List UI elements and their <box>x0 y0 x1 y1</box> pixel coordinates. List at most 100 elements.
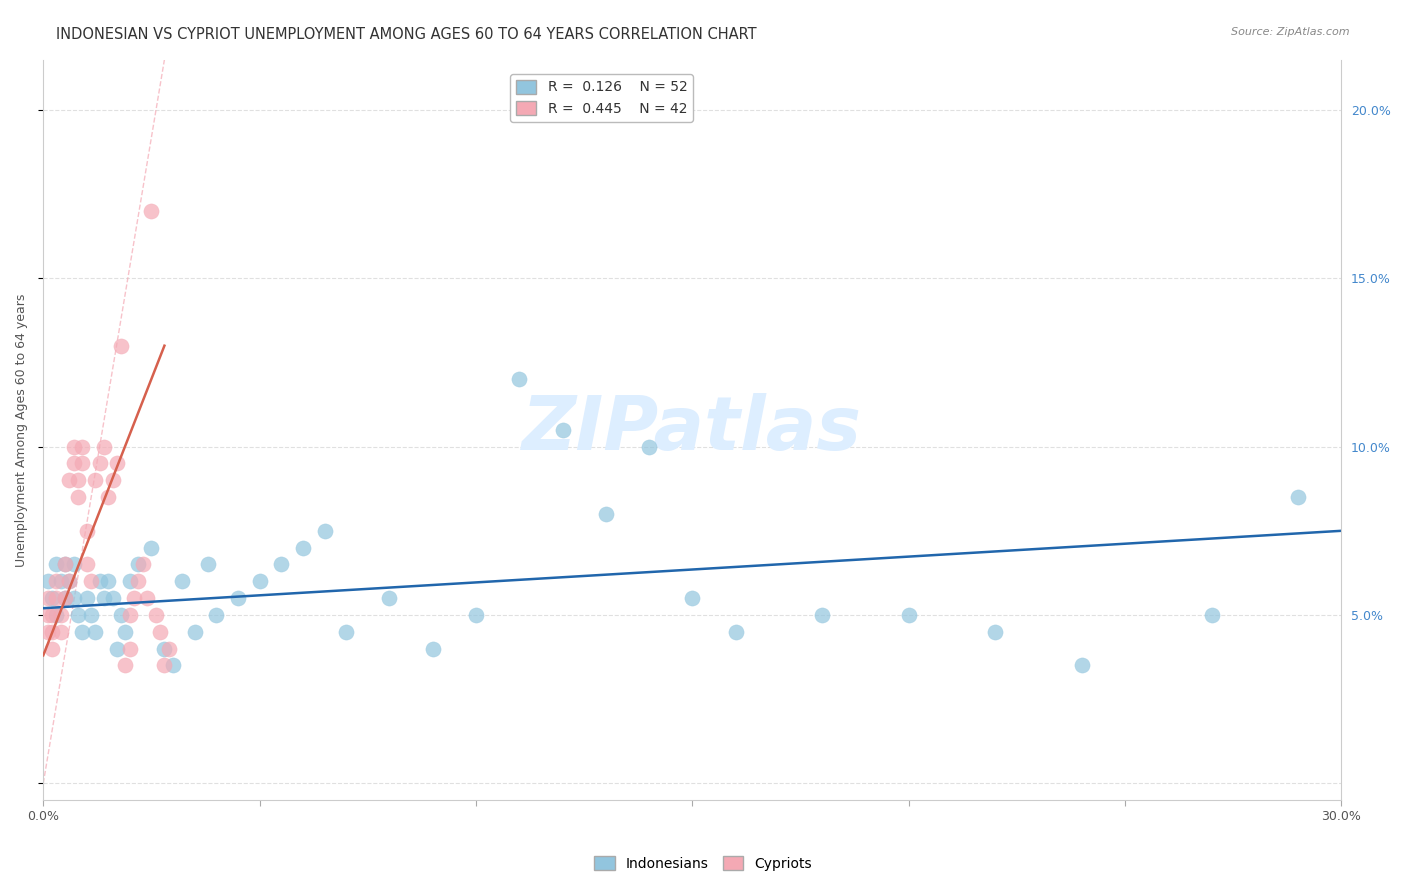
Point <box>70 440 93 454</box>
Point <box>127 558 149 572</box>
Point <box>127 574 149 589</box>
Point <box>110 339 132 353</box>
Point <box>141 541 163 555</box>
Point <box>45 574 67 589</box>
Point <box>76 558 98 572</box>
Point <box>118 641 141 656</box>
Point <box>145 607 167 622</box>
Text: Source: ZipAtlas.com: Source: ZipAtlas.com <box>1232 27 1350 37</box>
Point <box>58 473 80 487</box>
Point <box>49 624 72 639</box>
Point <box>114 624 136 639</box>
Point <box>66 607 89 622</box>
Point <box>551 423 574 437</box>
Point <box>118 607 141 622</box>
Point <box>70 457 93 471</box>
Point <box>41 607 63 622</box>
Point <box>37 591 59 606</box>
Point <box>84 624 107 639</box>
Point <box>45 591 67 606</box>
Point <box>157 641 180 656</box>
Point <box>291 541 314 555</box>
Point <box>76 591 98 606</box>
Point <box>62 558 84 572</box>
Point <box>508 372 530 386</box>
Point <box>53 591 76 606</box>
Point <box>49 574 72 589</box>
Point <box>314 524 336 538</box>
Point <box>80 607 103 622</box>
Point <box>638 440 661 454</box>
Point <box>132 558 155 572</box>
Point <box>93 440 115 454</box>
Point <box>335 624 357 639</box>
Point <box>114 658 136 673</box>
Text: ZIPatlas: ZIPatlas <box>523 393 862 467</box>
Point <box>53 558 76 572</box>
Point <box>53 591 76 606</box>
Point <box>62 440 84 454</box>
Point <box>197 558 219 572</box>
Point <box>122 591 145 606</box>
Point <box>105 641 128 656</box>
Point <box>249 574 271 589</box>
Point <box>97 574 120 589</box>
Point <box>97 490 120 504</box>
Point <box>37 624 59 639</box>
Text: INDONESIAN VS CYPRIOT UNEMPLOYMENT AMONG AGES 60 TO 64 YEARS CORRELATION CHART: INDONESIAN VS CYPRIOT UNEMPLOYMENT AMONG… <box>56 27 756 42</box>
Point <box>101 473 124 487</box>
Point <box>153 641 176 656</box>
Point <box>141 204 163 219</box>
Point <box>58 574 80 589</box>
Point <box>45 607 67 622</box>
Y-axis label: Unemployment Among Ages 60 to 64 years: Unemployment Among Ages 60 to 64 years <box>15 293 28 566</box>
Point <box>595 507 617 521</box>
Point <box>70 624 93 639</box>
Point <box>45 558 67 572</box>
Point <box>80 574 103 589</box>
Point <box>41 624 63 639</box>
Point <box>465 607 488 622</box>
Point <box>205 607 228 622</box>
Legend: Indonesians, Cypriots: Indonesians, Cypriots <box>588 850 818 876</box>
Point <box>1286 490 1309 504</box>
Point <box>89 457 111 471</box>
Point <box>422 641 444 656</box>
Point <box>105 457 128 471</box>
Point <box>681 591 703 606</box>
Point <box>811 607 834 622</box>
Point <box>49 607 72 622</box>
Point <box>110 607 132 622</box>
Point <box>162 658 184 673</box>
Point <box>53 558 76 572</box>
Point <box>89 574 111 589</box>
Point <box>226 591 249 606</box>
Point <box>41 591 63 606</box>
Point <box>170 574 193 589</box>
Point <box>118 574 141 589</box>
Point <box>62 457 84 471</box>
Point <box>84 473 107 487</box>
Point <box>378 591 401 606</box>
Point <box>76 524 98 538</box>
Point <box>37 607 59 622</box>
Legend: R =  0.126    N = 52, R =  0.445    N = 42: R = 0.126 N = 52, R = 0.445 N = 42 <box>510 74 693 121</box>
Point <box>984 624 1007 639</box>
Point <box>66 473 89 487</box>
Point <box>66 490 89 504</box>
Point <box>58 574 80 589</box>
Point <box>62 591 84 606</box>
Point <box>270 558 292 572</box>
Point <box>1070 658 1092 673</box>
Point <box>1201 607 1223 622</box>
Point <box>149 624 172 639</box>
Point <box>136 591 159 606</box>
Point <box>183 624 205 639</box>
Point <box>897 607 920 622</box>
Point <box>153 658 176 673</box>
Point <box>41 641 63 656</box>
Point <box>724 624 747 639</box>
Point <box>93 591 115 606</box>
Point <box>37 574 59 589</box>
Point <box>101 591 124 606</box>
